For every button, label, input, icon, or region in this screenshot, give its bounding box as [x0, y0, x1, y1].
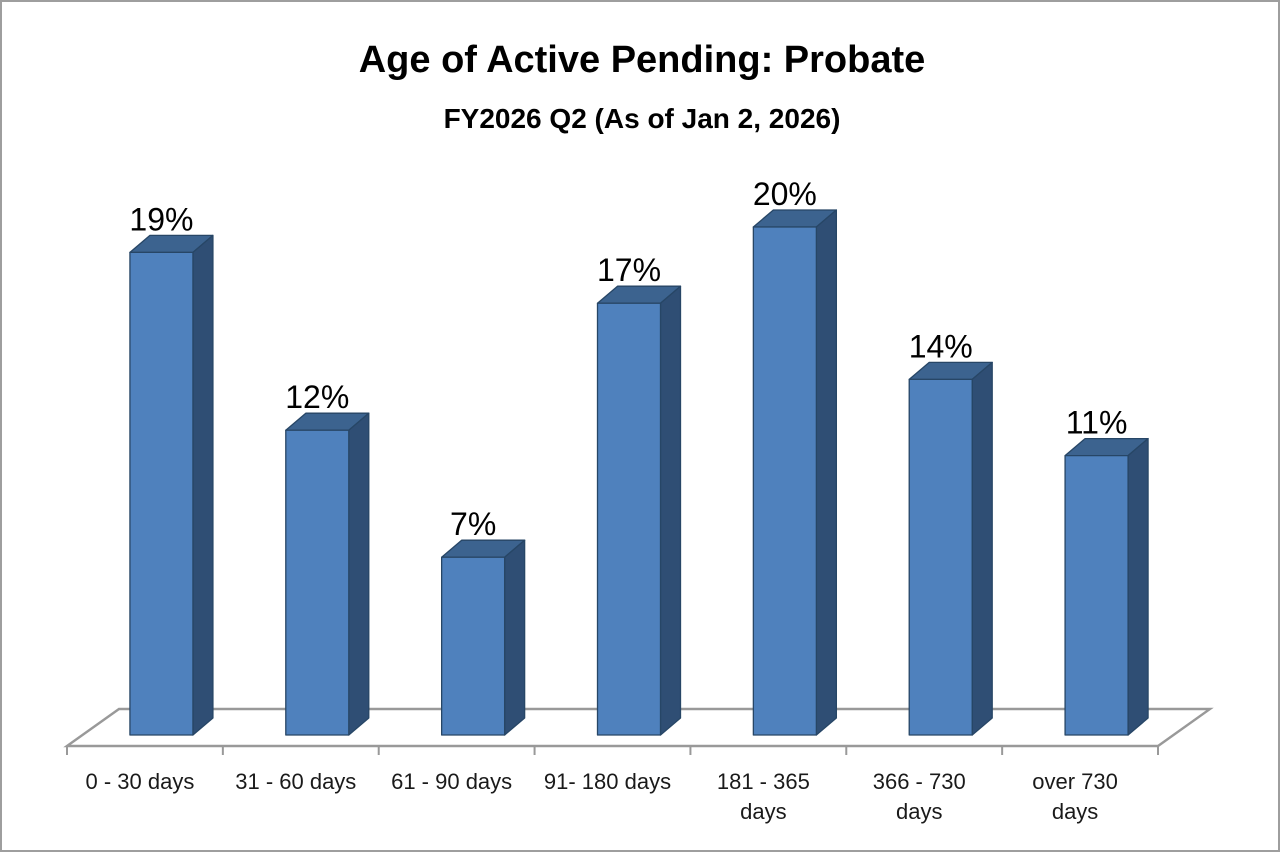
chart-floor: [63, 707, 1214, 748]
bar-side-face: [815, 209, 838, 736]
bar-front-face: [285, 429, 350, 736]
chart-subtitle: FY2026 Q2 (As of Jan 2, 2026): [444, 103, 841, 134]
category-label: 181 - 365 days: [717, 769, 810, 824]
bar-value-label: 7%: [450, 506, 496, 542]
bar-side-face: [1127, 437, 1149, 736]
bar-front-face: [596, 302, 662, 736]
bar-value-label: 20%: [753, 176, 817, 212]
category-label: 0 - 30 days: [86, 769, 195, 794]
bar-side-face: [659, 285, 682, 736]
bar-side-face: [503, 539, 526, 736]
category-label: 61 - 90 days: [391, 769, 512, 794]
bar-front-face: [908, 378, 973, 736]
bar-value-label: 14%: [909, 328, 973, 364]
bar-front-face: [1064, 454, 1129, 736]
bar-side-face: [192, 234, 214, 736]
bar-front-face: [129, 251, 194, 736]
bar-front-face: [752, 226, 818, 736]
bar-side-face: [348, 412, 370, 736]
plot-area: 19% 0 - 30 days 12% 31 - 60 days 7% 61 - 90 d…: [63, 176, 1214, 824]
category-label: over 730 days: [1032, 769, 1118, 824]
chart-title: Age of Active Pending: Probate: [359, 39, 926, 81]
bar-front-face: [440, 556, 506, 736]
bar-side-face: [971, 361, 993, 736]
category-label: 91- 180 days: [544, 769, 671, 794]
bar-value-label: 19%: [129, 201, 193, 237]
category-label: 366 - 730 days: [873, 769, 966, 824]
bar-value-label: 12%: [285, 379, 349, 415]
bar-value-label: 11%: [1066, 405, 1128, 441]
category-label: 31 - 60 days: [235, 769, 356, 794]
bar-value-label: 17%: [597, 252, 661, 288]
